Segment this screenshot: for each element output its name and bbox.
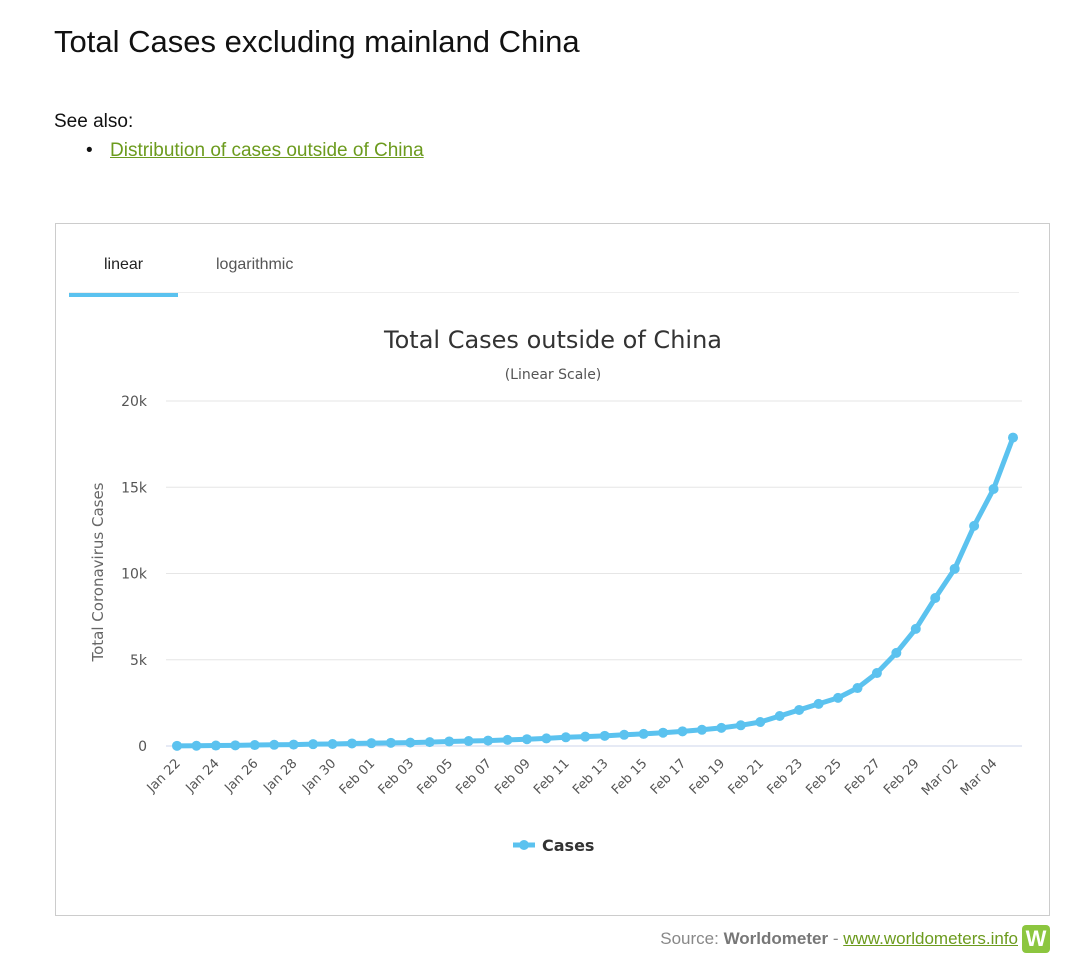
data-point	[463, 736, 474, 747]
x-tick-label: Feb 21	[726, 756, 768, 798]
x-tick-label: Mar 02	[919, 756, 962, 799]
see-also-label: See also:	[54, 111, 134, 132]
source-prefix: Source:	[660, 929, 724, 948]
data-point	[871, 668, 882, 679]
data-point	[755, 717, 766, 728]
data-point	[988, 483, 999, 494]
data-point	[249, 740, 260, 751]
legend-label: Cases	[542, 836, 594, 855]
data-point	[969, 520, 980, 531]
chart-title: Total Cases outside of China	[383, 326, 722, 354]
active-tab-indicator	[69, 293, 178, 297]
data-point	[385, 737, 396, 748]
source-footer: Source: Worldometer - www.worldometers.i…	[660, 929, 1018, 949]
tab-divider	[69, 292, 1019, 293]
data-point	[599, 730, 610, 741]
data-point	[327, 738, 338, 749]
data-point	[949, 563, 960, 574]
data-point	[230, 740, 241, 751]
x-tick-label: Feb 05	[415, 756, 457, 798]
data-point	[813, 698, 824, 709]
data-point	[560, 732, 571, 743]
data-point	[521, 734, 532, 745]
x-tick-label: Feb 11	[531, 756, 573, 798]
x-tick-label: Feb 17	[648, 756, 690, 798]
data-point	[716, 722, 727, 733]
y-tick-label: 5k	[130, 653, 148, 669]
see-also-list: Distribution of cases outside of China	[88, 140, 424, 162]
data-point	[638, 728, 649, 739]
data-point	[833, 692, 844, 703]
tab-logarithmic[interactable]: logarithmic	[216, 256, 294, 273]
x-tick-label: Feb 09	[492, 756, 534, 798]
x-tick-label: Jan 28	[260, 756, 300, 796]
chart-container: linear logarithmic Total Cases outside o…	[55, 223, 1050, 916]
data-point	[210, 740, 221, 751]
series-line-cases	[176, 436, 1016, 749]
y-tick-label: 15k	[121, 480, 148, 496]
tab-linear[interactable]: linear	[104, 256, 144, 273]
x-tick-label: Jan 30	[299, 756, 339, 796]
data-point	[580, 731, 591, 742]
data-point	[1008, 432, 1018, 443]
x-tick-label: Jan 24	[183, 756, 223, 796]
data-point	[483, 735, 494, 746]
distribution-link[interactable]: Distribution of cases outside of China	[110, 140, 424, 161]
data-point	[541, 733, 552, 744]
data-point	[288, 739, 299, 750]
data-point	[774, 710, 785, 721]
data-point	[658, 727, 669, 738]
source-sep: -	[828, 929, 844, 948]
chart-subtitle: (Linear Scale)	[505, 367, 602, 383]
data-point	[910, 623, 921, 634]
data-point	[346, 738, 357, 749]
x-tick-label: Feb 29	[881, 756, 923, 798]
data-point	[444, 736, 455, 747]
x-tick-label: Feb 27	[842, 756, 884, 798]
x-tick-label: Feb 19	[687, 756, 729, 798]
data-point	[424, 737, 435, 748]
worldometer-logo[interactable]: W	[1022, 925, 1050, 953]
y-tick-label: 10k	[121, 567, 148, 583]
x-tick-label: Mar 04	[958, 756, 1001, 799]
legend-marker	[519, 840, 529, 850]
x-tick-label: Feb 15	[609, 756, 651, 798]
page-title: Total Cases excluding mainland China	[54, 24, 580, 59]
list-item: Distribution of cases outside of China	[88, 140, 424, 162]
x-tick-label: Feb 07	[453, 756, 495, 798]
x-tick-label: Feb 01	[337, 756, 379, 798]
data-point	[891, 647, 902, 658]
data-point	[677, 726, 688, 737]
data-point	[735, 720, 746, 731]
y-tick-label: 20k	[121, 394, 148, 410]
x-tick-label: Feb 23	[764, 756, 806, 798]
source-link[interactable]: www.worldometers.info	[843, 929, 1018, 948]
data-point	[794, 704, 805, 715]
x-tick-label: Feb 25	[803, 756, 845, 798]
legend-item-cases[interactable]: Cases	[513, 836, 594, 855]
data-point	[852, 683, 863, 694]
x-tick-label: Feb 13	[570, 756, 612, 798]
data-point	[269, 739, 280, 750]
x-tick-label: Jan 26	[221, 756, 261, 796]
data-point	[308, 739, 319, 750]
data-point	[696, 724, 707, 735]
x-tick-label: Jan 22	[144, 756, 184, 796]
data-point	[619, 729, 630, 740]
y-axis-label: Total Coronavirus Cases	[89, 482, 107, 662]
data-point	[366, 738, 377, 749]
data-point	[502, 734, 513, 745]
x-tick-label: Feb 03	[376, 756, 418, 798]
y-tick-label: 0	[138, 739, 147, 755]
data-point	[930, 592, 941, 603]
data-point	[191, 740, 202, 751]
data-point	[405, 737, 416, 748]
data-point	[172, 740, 182, 751]
source-name: Worldometer	[723, 929, 829, 948]
line-chart: Total Cases outside of China (Linear Sca…	[89, 326, 1022, 855]
